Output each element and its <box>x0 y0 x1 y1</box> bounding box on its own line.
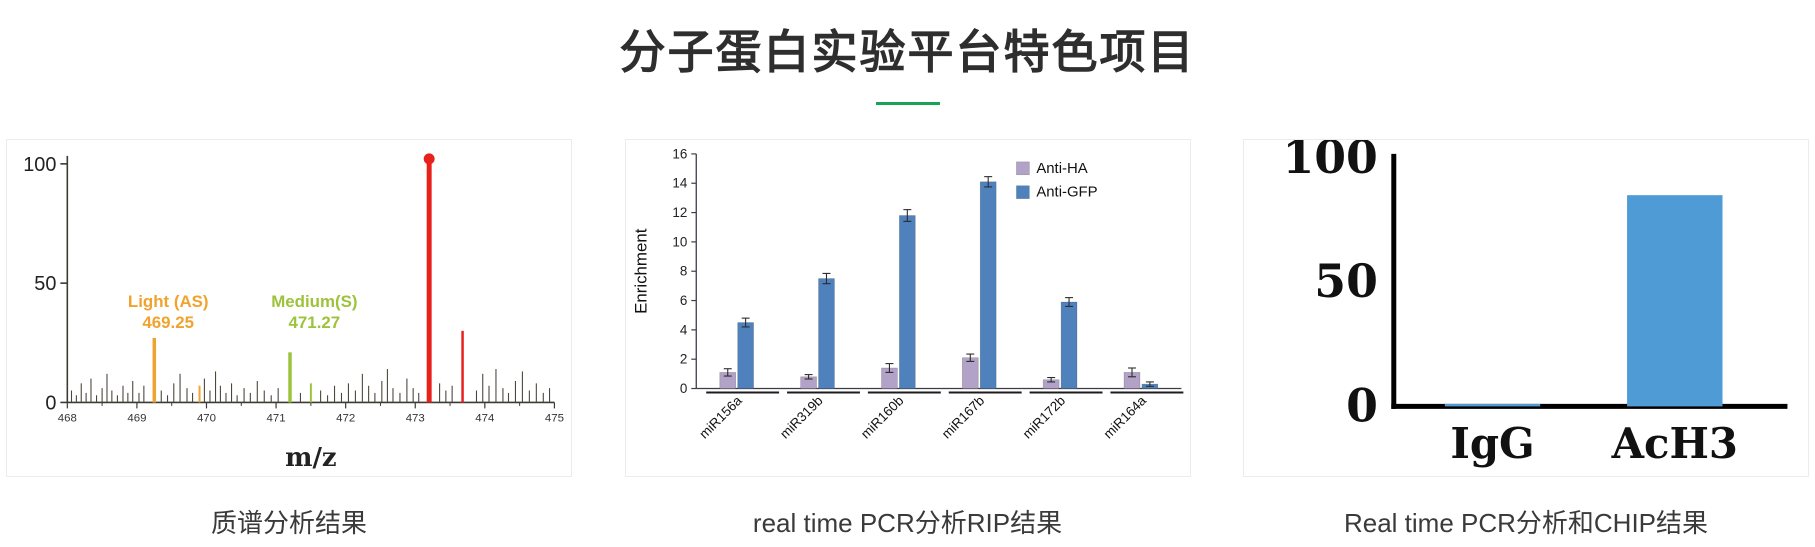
svg-text:472: 472 <box>336 412 355 424</box>
svg-text:Anti-GFP: Anti-GFP <box>1036 185 1097 201</box>
mass-spectrum-image: 0 50 100 468 469 470 471 472 473 474 475 Light (AS)… <box>6 139 572 477</box>
svg-text:475: 475 <box>545 412 564 424</box>
svg-text:471.27: 471.27 <box>289 313 341 332</box>
svg-text:AcH3: AcH3 <box>1611 419 1738 468</box>
figure-card-rip-pcr: 0 2 4 6 8 10 12 14 16 miR156a miR319b miR160b miR167… <box>624 139 1191 540</box>
svg-text:50: 50 <box>34 273 56 295</box>
svg-text:100: 100 <box>1282 140 1377 184</box>
svg-text:miR160b: miR160b <box>857 393 906 442</box>
svg-text:468: 468 <box>58 412 77 424</box>
svg-text:0: 0 <box>45 392 56 414</box>
mass-spectrum-chart: 0 50 100 468 469 470 471 472 473 474 475 Light (AS)… <box>23 153 564 473</box>
figure-card-chip-pcr: 0 50 100 IgG AcH3 Real time PCR分析和CHIP结果 <box>1243 139 1809 540</box>
svg-text:miR167b: miR167b <box>938 393 987 442</box>
svg-text:50: 50 <box>1314 254 1378 308</box>
svg-text:Light (AS): Light (AS) <box>128 292 209 311</box>
svg-text:0: 0 <box>679 381 686 396</box>
figure-caption-mass-spectrum: 质谱分析结果 <box>210 508 367 538</box>
svg-text:473: 473 <box>406 412 425 424</box>
svg-text:2: 2 <box>679 352 686 367</box>
svg-text:4: 4 <box>679 322 687 337</box>
svg-text:IgG: IgG <box>1450 419 1534 468</box>
svg-text:6: 6 <box>679 293 686 308</box>
svg-text:Enrichment: Enrichment <box>631 228 650 314</box>
svg-text:Medium(S): Medium(S) <box>271 292 357 311</box>
figure-card-mass-spectrum: 0 50 100 468 469 470 471 472 473 474 475 Light (AS)… <box>6 139 572 540</box>
rip-pcr-chart: 0 2 4 6 8 10 12 14 16 miR156a miR319b miR160b miR167… <box>631 146 1183 442</box>
svg-text:469: 469 <box>127 412 146 424</box>
svg-text:0: 0 <box>1346 378 1378 432</box>
figures-row: 0 50 100 468 469 470 471 472 473 474 475 Light (AS)… <box>0 139 1815 540</box>
svg-text:miR164a: miR164a <box>1100 393 1149 442</box>
svg-text:471: 471 <box>267 412 286 424</box>
figure-caption-chip-pcr: Real time PCR分析和CHIP结果 <box>1343 508 1709 538</box>
chip-pcr-chart: 0 50 100 IgG AcH3 <box>1282 140 1788 468</box>
svg-text:miR156a: miR156a <box>696 393 745 442</box>
title-underline-divider <box>875 102 940 105</box>
figure-caption-rip-pcr: real time PCR分析RIP结果 <box>752 508 1063 538</box>
svg-text:16: 16 <box>672 146 687 161</box>
chip-pcr-image: 0 50 100 IgG AcH3 <box>1243 139 1809 477</box>
svg-text:miR172b: miR172b <box>1019 393 1068 442</box>
svg-text:469.25: 469.25 <box>142 313 194 332</box>
rip-pcr-image: 0 2 4 6 8 10 12 14 16 miR156a miR319b miR160b miR167… <box>624 139 1191 477</box>
svg-text:miR319b: miR319b <box>777 393 826 442</box>
svg-text:474: 474 <box>475 412 495 424</box>
svg-text:12: 12 <box>672 205 687 220</box>
svg-text:m/z: m/z <box>285 443 336 473</box>
svg-text:100: 100 <box>23 154 56 176</box>
svg-text:Anti-HA: Anti-HA <box>1036 161 1087 177</box>
svg-text:470: 470 <box>197 412 216 424</box>
svg-text:8: 8 <box>679 264 686 279</box>
svg-text:10: 10 <box>672 234 687 249</box>
page-title: 分子蛋白实验平台特色项目 <box>619 26 1196 78</box>
page-header: 分子蛋白实验平台特色项目 <box>0 16 1815 105</box>
svg-text:14: 14 <box>672 176 687 191</box>
